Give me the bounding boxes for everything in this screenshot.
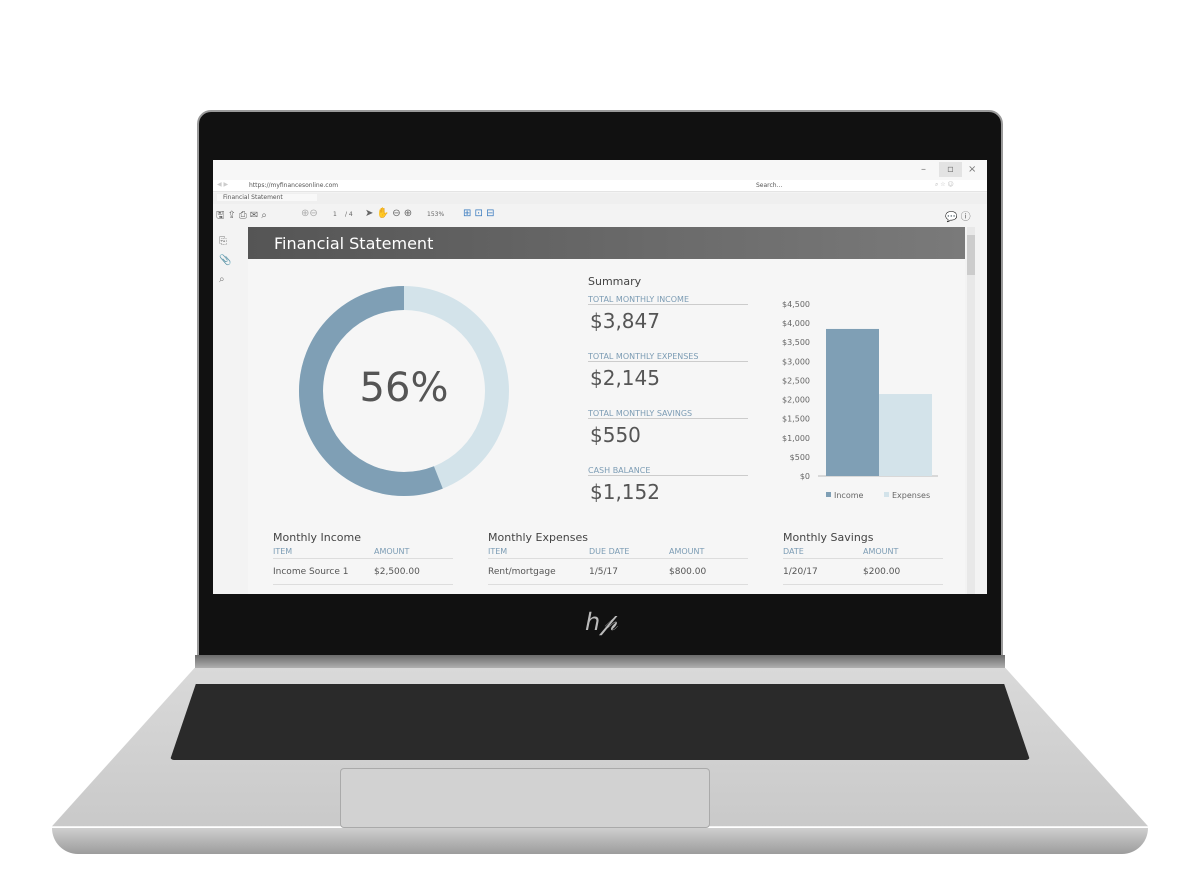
income-title: Monthly Income	[273, 531, 362, 544]
screen: – ▫ × ◀ ▶ https://myfinancesonline.com S…	[213, 160, 987, 594]
laptop-base-edge	[52, 828, 1148, 854]
search-input[interactable]: Search...	[756, 182, 783, 189]
y-tick-label: $4,000	[782, 319, 810, 328]
summary-value: $550	[590, 423, 641, 447]
table-cell: $2,500.00	[374, 567, 420, 577]
window-titlebar: – ▫ ×	[213, 160, 987, 180]
y-tick-label: $500	[790, 453, 810, 462]
legend-label: Expenses	[892, 491, 930, 500]
donut-percent: 56%	[359, 365, 449, 411]
zoom-select[interactable]: 153%	[427, 211, 445, 218]
pdf-toolbar: 🖫⇪⎙✉⌕ ⊕⊖ 1 / 4 ➤ ✋ ⊖ ⊕ 153% ⊞ ⊡ ⊟ 💬 ⓘ	[213, 206, 987, 224]
summary-value: $2,145	[590, 366, 660, 390]
y-tick-label: $1,500	[782, 415, 810, 424]
file-action-icons[interactable]: 🖫⇪⎙✉⌕	[216, 210, 270, 221]
expenses-title: Monthly Expenses	[488, 531, 588, 544]
table-cell: $200.00	[863, 567, 901, 577]
close-button[interactable]: ×	[968, 164, 977, 175]
table-cell: 1/5/17	[589, 567, 618, 577]
back-forward-icon[interactable]: ◀ ▶	[217, 181, 229, 188]
column-header: AMOUNT	[669, 547, 705, 556]
url-field[interactable]: https://myfinancesonline.com	[249, 182, 339, 189]
summary-label: TOTAL MONTHLY INCOME	[588, 295, 748, 305]
y-tick-label: $2,500	[782, 376, 810, 385]
page-nav-icons[interactable]: ⊕⊖	[301, 208, 318, 219]
minimize-button[interactable]: –	[921, 164, 926, 175]
column-header: ITEM	[488, 547, 508, 556]
table-cell: Income Source 1	[273, 567, 349, 577]
touchpad	[340, 768, 710, 828]
summary-value: $1,152	[590, 480, 660, 504]
column-header: AMOUNT	[374, 547, 410, 556]
y-tick-label: $2,000	[782, 396, 810, 405]
restore-button[interactable]: ▫	[939, 162, 962, 177]
savings-title: Monthly Savings	[783, 531, 874, 544]
select-hand-zoom-icons[interactable]: ➤ ✋ ⊖ ⊕	[365, 208, 413, 219]
y-tick-label: $4,500	[782, 300, 810, 309]
laptop-hinge	[195, 655, 1005, 671]
column-header: ITEM	[273, 547, 293, 556]
y-tick-label: $0	[800, 472, 810, 481]
y-tick-label: $1,000	[782, 434, 810, 443]
page-total: / 4	[345, 211, 353, 218]
fit-icons[interactable]: ⊞ ⊡ ⊟	[463, 208, 495, 219]
summary-heading: Summary	[588, 275, 642, 288]
comment-help-icons[interactable]: 💬 ⓘ	[945, 212, 971, 223]
donut-arc	[299, 286, 509, 496]
legend-swatch	[826, 492, 831, 497]
toolbar-icons[interactable]: ⌕ ☆ ☺	[935, 181, 954, 188]
column-header: DATE	[783, 547, 804, 556]
address-bar: ◀ ▶ https://myfinancesonline.com Search.…	[213, 180, 987, 192]
keyboard	[170, 684, 1030, 760]
legend-label: Income	[834, 491, 864, 500]
summary-value: $3,847	[590, 309, 660, 333]
side-panel-icons[interactable]: ⎘ 📎 ⌕	[219, 236, 232, 285]
hp-logo: ℎ𝓅	[585, 608, 618, 636]
page-current[interactable]: 1	[333, 211, 337, 218]
bar-expenses	[879, 394, 932, 476]
document-page: Financial Statement 56% Summary TOTAL MO…	[248, 227, 965, 594]
page-title: Financial Statement	[248, 227, 965, 259]
scrollbar[interactable]	[967, 227, 975, 594]
tab-bar: Financial Statement	[213, 193, 987, 204]
column-header: DUE DATE	[589, 547, 630, 556]
y-tick-label: $3,500	[782, 338, 810, 347]
y-tick-label: $3,000	[782, 357, 810, 366]
table-cell: $800.00	[669, 567, 707, 577]
tab-financial-statement[interactable]: Financial Statement	[217, 194, 317, 201]
legend-swatch	[884, 492, 889, 497]
bar-chart: $0 $500 $1,000 $1,500 $2,000 $2,500 $3,000 $3,5…	[782, 300, 938, 500]
summary-label: TOTAL MONTHLY SAVINGS	[588, 409, 748, 419]
summary-label: CASH BALANCE	[588, 466, 748, 476]
bar-income	[826, 328, 879, 476]
column-header: AMOUNT	[863, 547, 899, 556]
table-cell: 1/20/17	[783, 567, 818, 577]
summary-label: TOTAL MONTHLY EXPENSES	[588, 352, 748, 362]
table-cell: Rent/mortgage	[488, 567, 556, 577]
savings-donut	[299, 286, 509, 496]
